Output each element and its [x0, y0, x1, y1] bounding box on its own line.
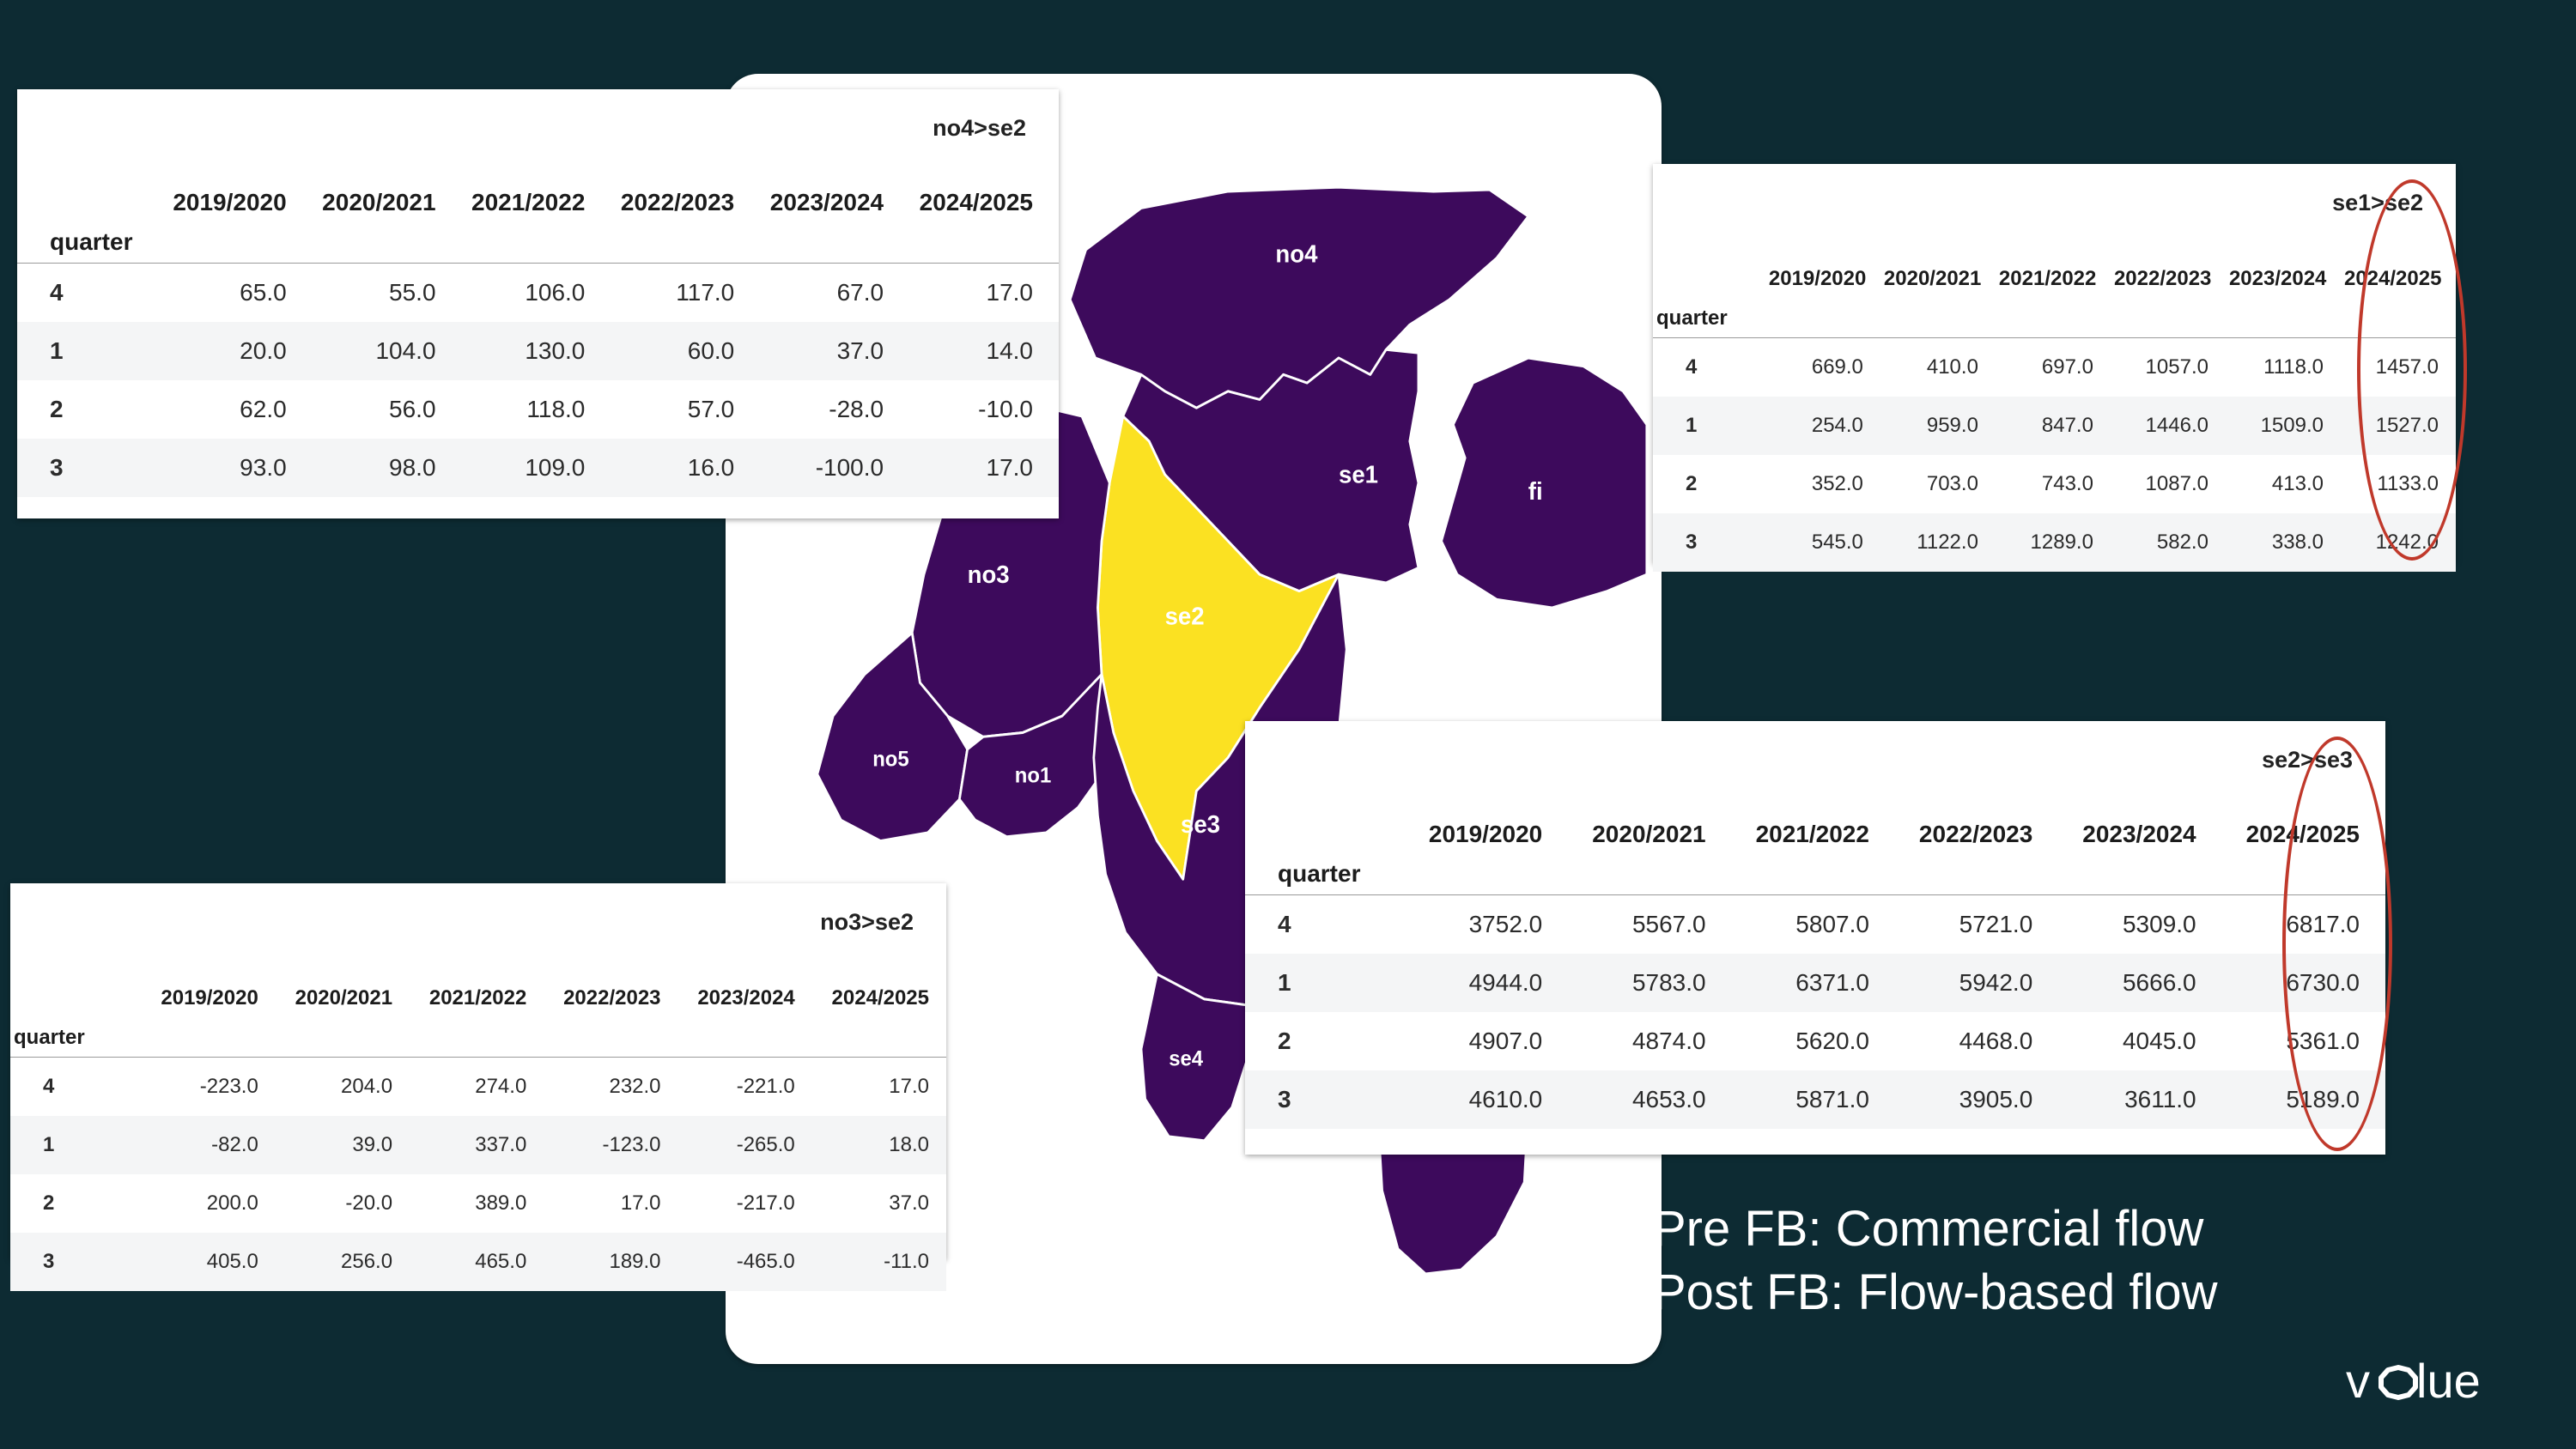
svg-text:no5: no5	[872, 748, 909, 772]
svg-text:se1: se1	[1339, 461, 1378, 489]
svg-text:no4: no4	[1275, 240, 1317, 269]
svg-text:v: v	[2346, 1355, 2370, 1408]
svg-text:se4: se4	[1169, 1047, 1203, 1071]
svg-text:no3: no3	[968, 561, 1010, 589]
svg-text:no1: no1	[1015, 764, 1052, 788]
svg-text:se2: se2	[1165, 603, 1205, 631]
svg-text:fi: fi	[1528, 477, 1543, 506]
svg-text:lue: lue	[2416, 1355, 2481, 1408]
svg-text:se3: se3	[1181, 810, 1220, 839]
